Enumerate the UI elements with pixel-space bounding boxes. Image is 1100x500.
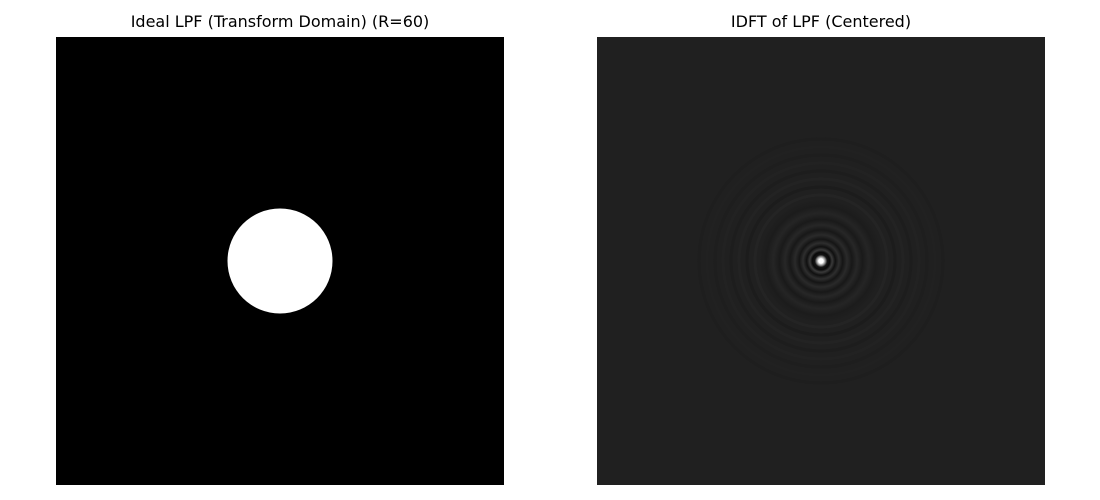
filter-passband-disk bbox=[228, 209, 333, 314]
chart-title-idft: IDFT of LPF (Centered) bbox=[597, 12, 1045, 32]
chart-title-lpf: Ideal LPF (Transform Domain) (R=60) bbox=[56, 12, 504, 32]
response-peak bbox=[819, 259, 824, 264]
idft-image-panel bbox=[597, 37, 1045, 485]
lpf-image-panel bbox=[56, 37, 504, 485]
